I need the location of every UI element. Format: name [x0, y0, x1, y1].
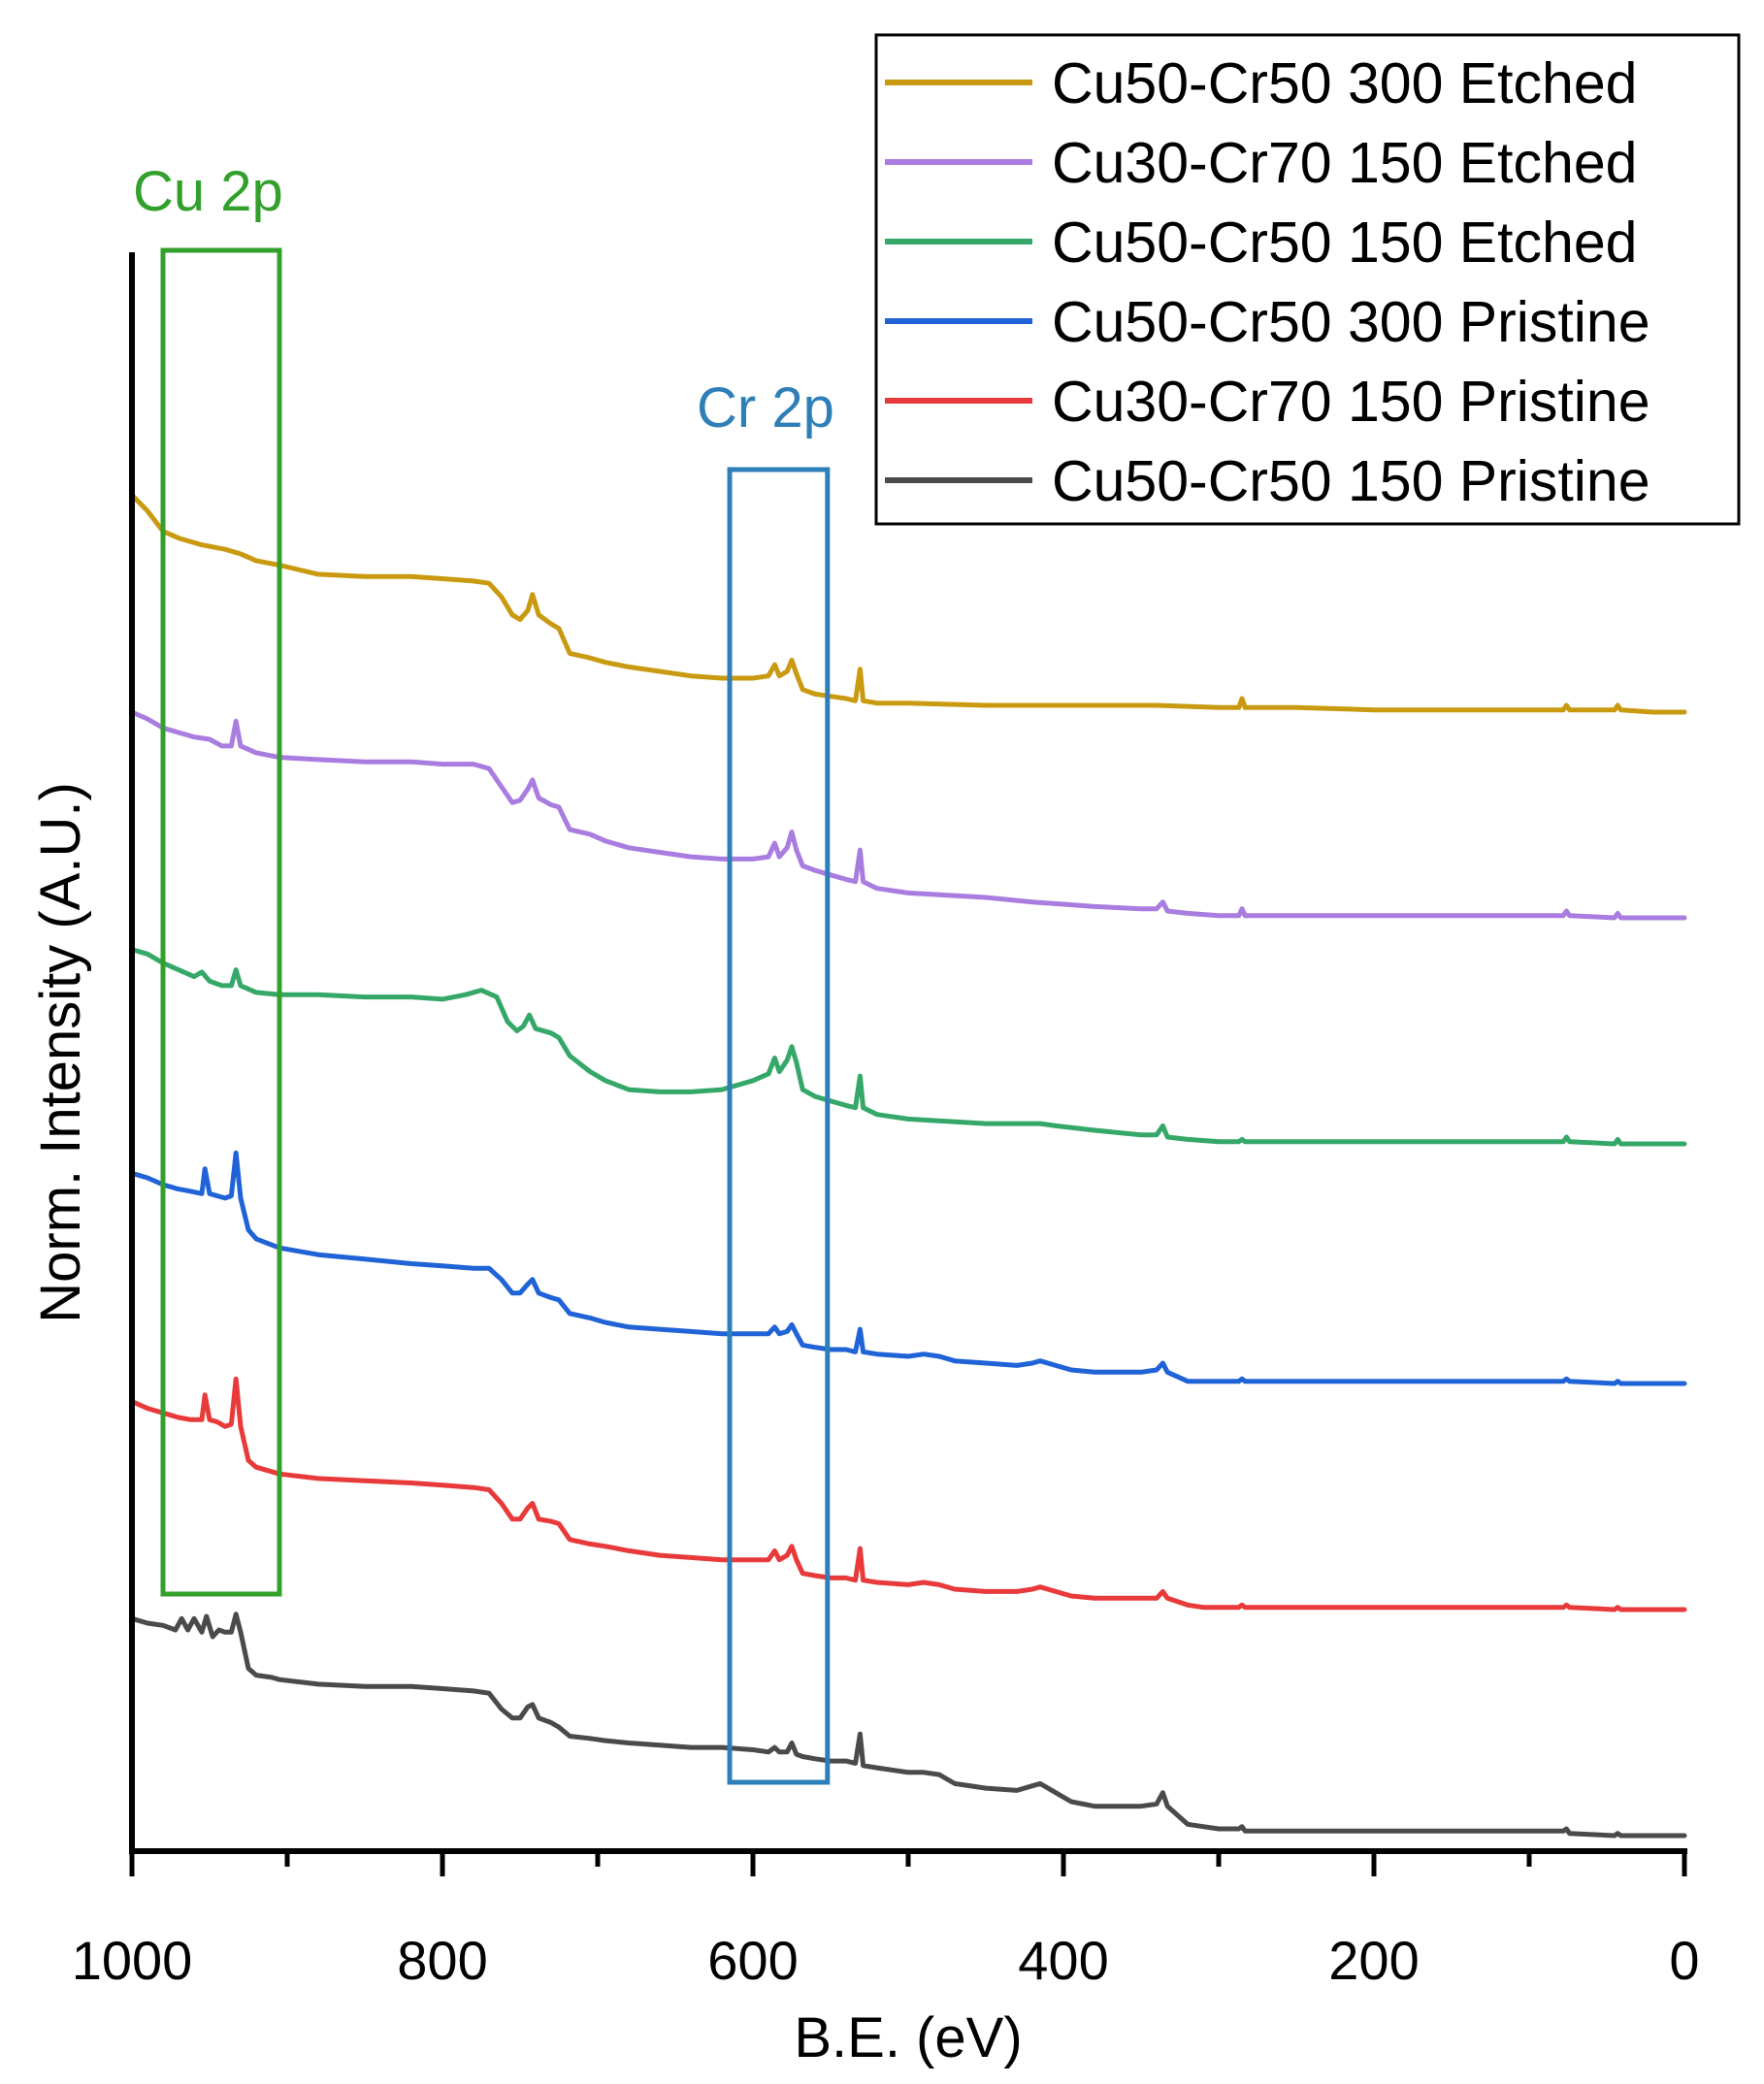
- x-tick-label: 0: [1669, 1930, 1699, 1991]
- series-line-5: [129, 1376, 1687, 1612]
- x-tick-label: 800: [397, 1930, 487, 1991]
- legend: Cu50-Cr50 300 Etched Cu30-Cr70 150 Etched…: [874, 33, 1741, 526]
- cu-2p-label: Cu 2p: [133, 160, 283, 223]
- cr-2p-region-box: [727, 467, 831, 1785]
- legend-label-4: Cu50-Cr50 300 Pristine: [1052, 290, 1650, 354]
- series-line-3: [129, 947, 1687, 1147]
- annotation-group: Cu 2p Cr 2p: [133, 160, 834, 1785]
- cu-2p-region-box: [160, 247, 282, 1597]
- series-group: [129, 492, 1687, 1839]
- series-line-2: [129, 709, 1687, 921]
- legend-frame: [874, 33, 1741, 526]
- x-tick-label: 600: [707, 1930, 798, 1991]
- legend-label-3: Cu50-Cr50 150 Etched: [1052, 211, 1637, 275]
- x-tick-label: 1000: [72, 1930, 193, 1991]
- x-axis-title: B.E. (eV): [794, 2006, 1022, 2069]
- legend-label-5: Cu30-Cr70 150 Pristine: [1052, 370, 1650, 434]
- series-line-4: [129, 1150, 1687, 1386]
- cr-2p-label: Cr 2p: [697, 376, 834, 440]
- legend-label-2: Cu30-Cr70 150 Etched: [1052, 131, 1637, 195]
- x-axis-ticks: 1000 800 600 400 200 0: [72, 1851, 1700, 1991]
- series-line-1: [129, 492, 1687, 715]
- legend-label-1: Cu50-Cr50 300 Etched: [1052, 51, 1637, 115]
- x-tick-label: 200: [1328, 1930, 1419, 1991]
- x-tick-label: 400: [1018, 1930, 1108, 1991]
- legend-label-6: Cu50-Cr50 150 Pristine: [1052, 449, 1650, 513]
- y-axis-title: Norm. Intensity (A.U.): [29, 782, 92, 1323]
- series-line-6: [129, 1612, 1687, 1839]
